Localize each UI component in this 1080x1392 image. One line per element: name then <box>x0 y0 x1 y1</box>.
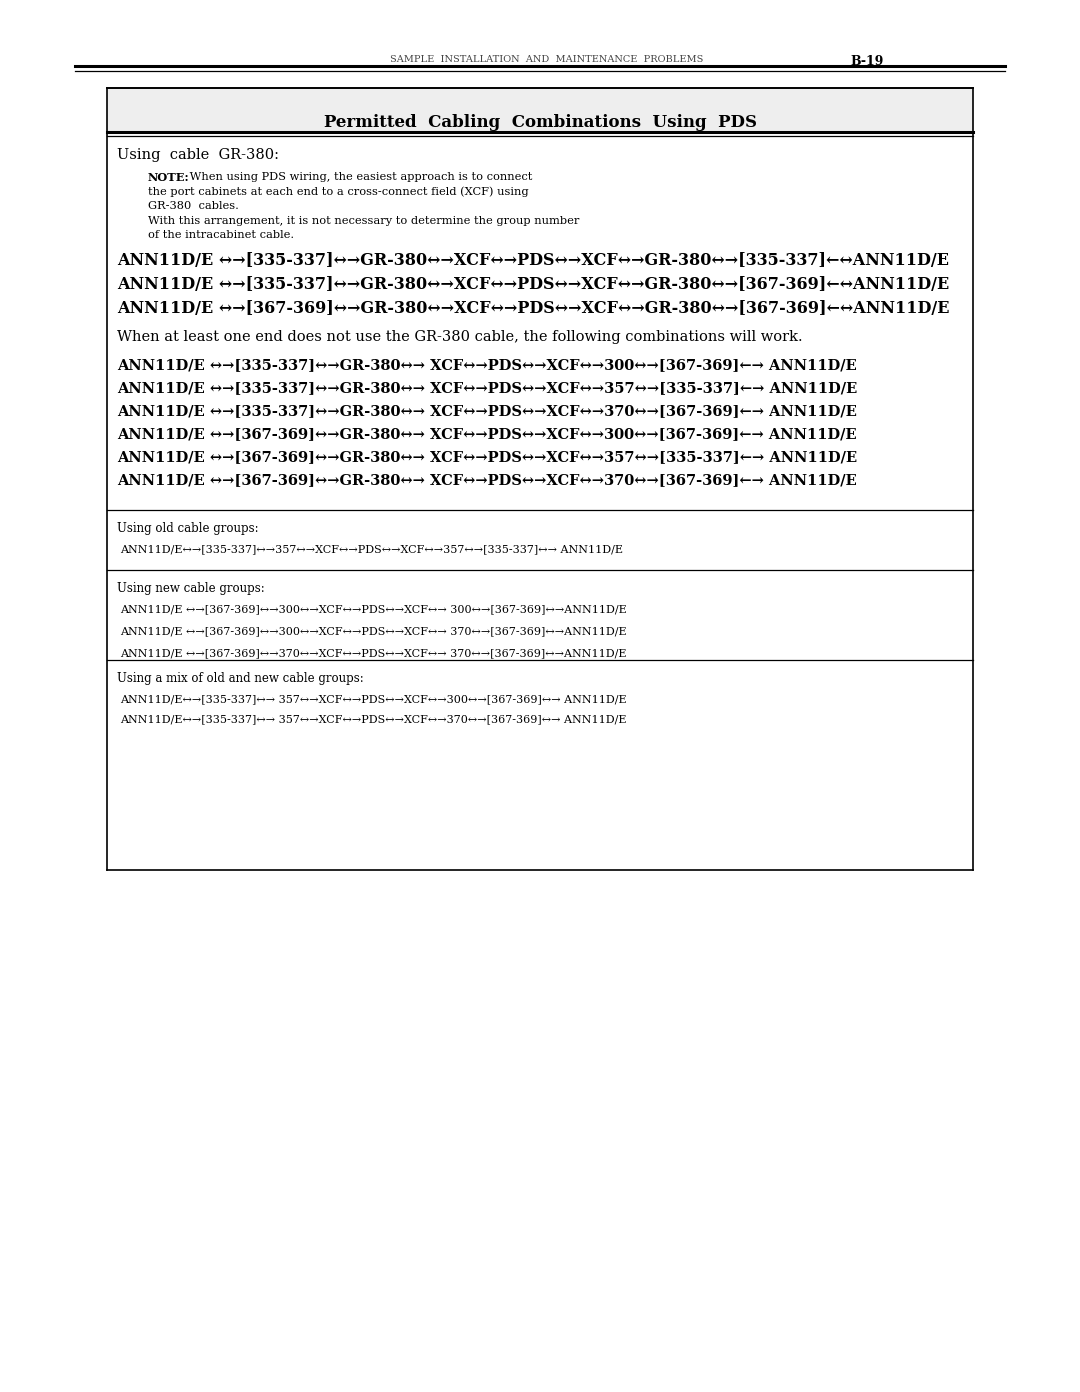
Text: B-19: B-19 <box>850 56 883 68</box>
Text: ANN11D/E ↔→[367-369]↔→370↔→XCF↔→PDS↔→XCF↔→ 370↔→[367-369]↔→ANN11D/E: ANN11D/E ↔→[367-369]↔→370↔→XCF↔→PDS↔→XCF… <box>120 649 626 658</box>
Text: ANN11D/E ↔→[367-369]↔→GR-380↔→ XCF↔→PDS↔→XCF↔→357↔→[335-337]←→ ANN11D/E: ANN11D/E ↔→[367-369]↔→GR-380↔→ XCF↔→PDS↔… <box>117 450 858 464</box>
Text: ANN11D/E ↔→[367-369]↔→GR-380↔→ XCF↔→PDS↔→XCF↔→300↔→[367-369]←→ ANN11D/E: ANN11D/E ↔→[367-369]↔→GR-380↔→ XCF↔→PDS↔… <box>117 427 856 441</box>
Text: Using a mix of old and new cable groups:: Using a mix of old and new cable groups: <box>117 672 364 685</box>
Text: When at least one end does not use the GR-380 cable, the following combinations : When at least one end does not use the G… <box>117 330 802 344</box>
Text: When using PDS wiring, the easiest approach is to connect: When using PDS wiring, the easiest appro… <box>186 173 532 182</box>
Text: ANN11D/E ↔→[335-337]↔→GR-380↔→ XCF↔→PDS↔→XCF↔→357↔→[335-337]←→ ANN11D/E: ANN11D/E ↔→[335-337]↔→GR-380↔→ XCF↔→PDS↔… <box>117 381 858 395</box>
Text: ANN11D/E ↔→[367-369]↔→GR-380↔→XCF↔→PDS↔→XCF↔→GR-380↔→[367-369]←↔ANN11D/E: ANN11D/E ↔→[367-369]↔→GR-380↔→XCF↔→PDS↔→… <box>117 301 949 317</box>
Text: ANN11D/E ↔→[335-337]↔→GR-380↔→ XCF↔→PDS↔→XCF↔→300↔→[367-369]←→ ANN11D/E: ANN11D/E ↔→[335-337]↔→GR-380↔→ XCF↔→PDS↔… <box>117 358 856 372</box>
Text: ANN11D/E↔→[335-337]↔→357↔→XCF↔→PDS↔→XCF↔→357↔→[335-337]↔→ ANN11D/E: ANN11D/E↔→[335-337]↔→357↔→XCF↔→PDS↔→XCF↔… <box>120 544 623 554</box>
Text: Using new cable groups:: Using new cable groups: <box>117 582 265 594</box>
Text: ANN11D/E ↔→[367-369]↔→300↔→XCF↔→PDS↔→XCF↔→ 370↔→[367-369]↔→ANN11D/E: ANN11D/E ↔→[367-369]↔→300↔→XCF↔→PDS↔→XCF… <box>120 626 626 636</box>
Text: ANN11D/E ↔→[335-337]↔→GR-380↔→XCF↔→PDS↔→XCF↔→GR-380↔→[367-369]←↔ANN11D/E: ANN11D/E ↔→[335-337]↔→GR-380↔→XCF↔→PDS↔→… <box>117 276 949 292</box>
Text: ANN11D/E ↔→[367-369]↔→300↔→XCF↔→PDS↔→XCF↔→ 300↔→[367-369]↔→ANN11D/E: ANN11D/E ↔→[367-369]↔→300↔→XCF↔→PDS↔→XCF… <box>120 604 626 614</box>
Text: ANN11D/E ↔→[367-369]↔→GR-380↔→ XCF↔→PDS↔→XCF↔→370↔→[367-369]←→ ANN11D/E: ANN11D/E ↔→[367-369]↔→GR-380↔→ XCF↔→PDS↔… <box>117 473 856 487</box>
Text: Using old cable groups:: Using old cable groups: <box>117 522 258 535</box>
Text: GR-380  cables.: GR-380 cables. <box>148 200 239 212</box>
Text: Using  cable  GR-380:: Using cable GR-380: <box>117 148 279 161</box>
Text: ANN11D/E↔→[335-337]↔→ 357↔→XCF↔→PDS↔→XCF↔→370↔→[367-369]↔→ ANN11D/E: ANN11D/E↔→[335-337]↔→ 357↔→XCF↔→PDS↔→XCF… <box>120 714 626 724</box>
Text: ANN11D/E ↔→[335-337]↔→GR-380↔→XCF↔→PDS↔→XCF↔→GR-380↔→[335-337]←↔ANN11D/E: ANN11D/E ↔→[335-337]↔→GR-380↔→XCF↔→PDS↔→… <box>117 252 949 269</box>
Text: NOTE:: NOTE: <box>148 173 190 182</box>
Text: ANN11D/E↔→[335-337]↔→ 357↔→XCF↔→PDS↔→XCF↔→300↔→[367-369]↔→ ANN11D/E: ANN11D/E↔→[335-337]↔→ 357↔→XCF↔→PDS↔→XCF… <box>120 695 626 704</box>
Text: With this arrangement, it is not necessary to determine the group number: With this arrangement, it is not necessa… <box>148 216 579 226</box>
Text: ANN11D/E ↔→[335-337]↔→GR-380↔→ XCF↔→PDS↔→XCF↔→370↔→[367-369]←→ ANN11D/E: ANN11D/E ↔→[335-337]↔→GR-380↔→ XCF↔→PDS↔… <box>117 404 856 418</box>
Text: of the intracabinet cable.: of the intracabinet cable. <box>148 230 294 239</box>
Text: SAMPLE  INSTALLATION  AND  MAINTENANCE  PROBLEMS: SAMPLE INSTALLATION AND MAINTENANCE PROB… <box>390 56 703 64</box>
Text: Permitted  Cabling  Combinations  Using  PDS: Permitted Cabling Combinations Using PDS <box>324 114 756 131</box>
Text: the port cabinets at each end to a cross-connect field (XCF) using: the port cabinets at each end to a cross… <box>148 187 528 198</box>
Bar <box>107 88 973 132</box>
